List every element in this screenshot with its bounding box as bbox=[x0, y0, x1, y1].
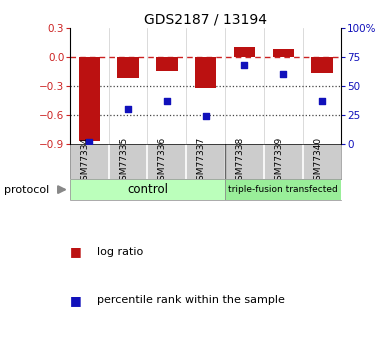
Point bbox=[125, 106, 131, 112]
Text: percentile rank within the sample: percentile rank within the sample bbox=[97, 295, 285, 305]
Point bbox=[280, 71, 286, 77]
Text: GSM77340: GSM77340 bbox=[313, 137, 322, 186]
Bar bbox=[70, 179, 225, 200]
Text: triple-fusion transfected: triple-fusion transfected bbox=[229, 185, 338, 194]
Text: GSM77337: GSM77337 bbox=[197, 137, 206, 186]
Text: control: control bbox=[127, 183, 168, 196]
Text: GSM77339: GSM77339 bbox=[274, 137, 283, 186]
Point bbox=[319, 98, 325, 104]
Bar bbox=[117, 57, 139, 78]
Point bbox=[164, 98, 170, 104]
Bar bbox=[156, 57, 177, 71]
Point bbox=[86, 139, 92, 145]
Text: GSM77338: GSM77338 bbox=[236, 137, 244, 186]
Text: protocol: protocol bbox=[4, 185, 49, 195]
Text: ■: ■ bbox=[70, 245, 81, 258]
Bar bbox=[311, 57, 333, 73]
Bar bbox=[78, 57, 100, 141]
Title: GDS2187 / 13194: GDS2187 / 13194 bbox=[144, 12, 267, 27]
Text: GSM77334: GSM77334 bbox=[80, 137, 89, 186]
Text: GSM77336: GSM77336 bbox=[158, 137, 167, 186]
Bar bbox=[234, 47, 255, 57]
Text: GSM77335: GSM77335 bbox=[119, 137, 128, 186]
Bar bbox=[195, 57, 216, 88]
Bar bbox=[272, 49, 294, 57]
Text: ■: ■ bbox=[70, 294, 81, 307]
Text: log ratio: log ratio bbox=[97, 247, 143, 257]
Point bbox=[241, 62, 248, 68]
Point bbox=[203, 114, 209, 119]
Bar bbox=[225, 179, 341, 200]
